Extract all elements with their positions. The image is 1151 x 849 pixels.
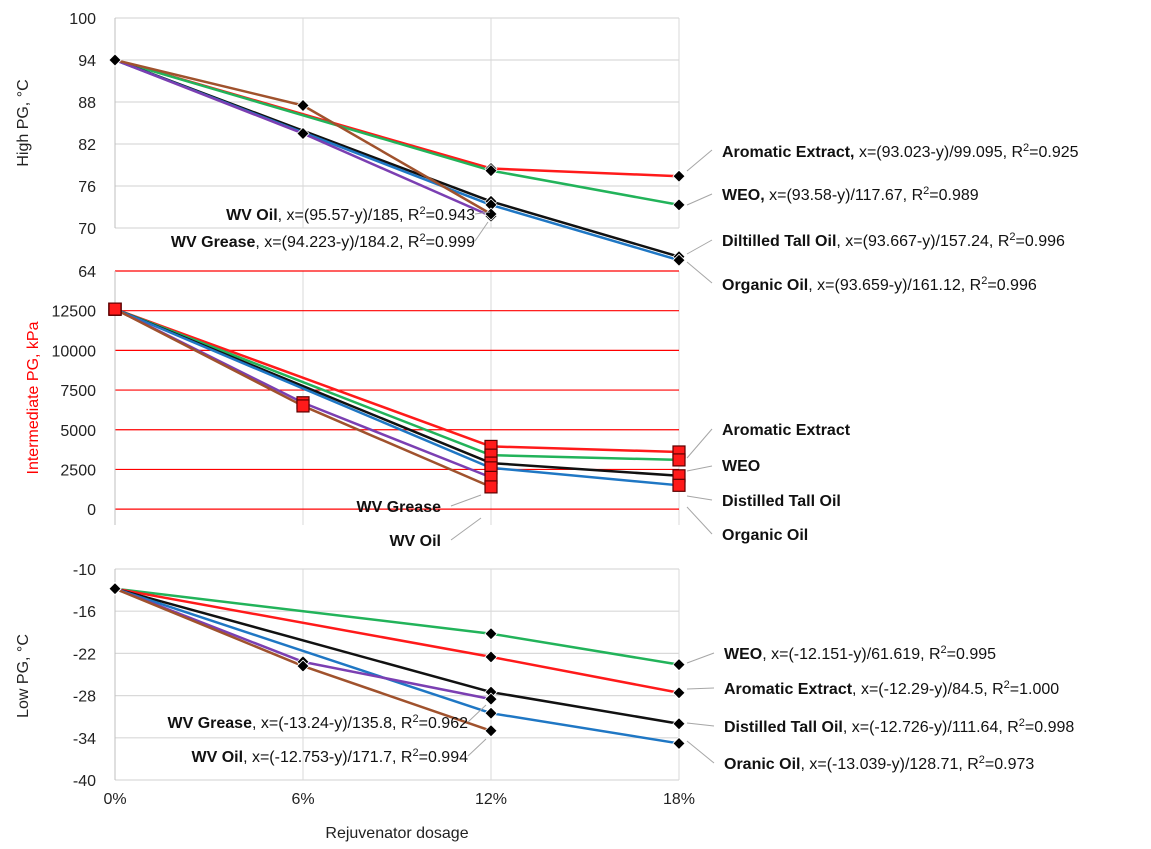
series-line-tall xyxy=(114,307,680,478)
y-axis-title: High PG, °C xyxy=(15,79,32,166)
y-axis-title: Intermediate PG, kPa xyxy=(25,321,42,474)
data-point-wvoil xyxy=(484,724,498,738)
annotation-label: WV Oil, x=(-12.753-y)/171.7, R2=0.994 xyxy=(192,747,469,766)
series-line-weo xyxy=(114,307,680,462)
annotation-leader xyxy=(686,687,715,690)
data-point-wvgrease xyxy=(108,53,122,67)
data-point-aromatic xyxy=(484,650,498,664)
y-tick-label: 12500 xyxy=(52,304,97,321)
data-point-weo xyxy=(484,164,498,178)
annotation-leader xyxy=(467,738,487,757)
data-point-weo xyxy=(484,627,498,641)
annotation-leader xyxy=(450,494,482,507)
y-axis-title: Low PG, °C xyxy=(15,634,32,718)
annotation-leader xyxy=(686,652,715,664)
annotation-leader xyxy=(686,722,715,727)
annotation-label: Aromatic Extract xyxy=(722,422,851,439)
y-tick-label: -10 xyxy=(73,562,96,579)
data-point-aromatic xyxy=(672,169,686,183)
series-line-aromatic xyxy=(114,587,680,695)
data-point-organic xyxy=(672,478,686,492)
data-point-organic xyxy=(672,736,686,750)
y-tick-label: 10000 xyxy=(52,343,97,360)
series-line-aromatic xyxy=(114,307,680,454)
panel-intermediate: 64 12500 10000 7500 5000 2500 0 Intermediate PG… xyxy=(25,264,851,550)
y-tick-label: 7500 xyxy=(60,383,96,400)
data-point-wvgrease xyxy=(484,692,498,706)
data-point-organic xyxy=(672,253,686,267)
panel-high: 100 94 88 82 76 70 High PG, °C Aromatic Extract… xyxy=(15,11,1079,294)
annotation-label: Aromatic Extract, x=(-12.29-y)/84.5, R2=… xyxy=(724,679,1059,698)
annotation-leader xyxy=(686,506,713,535)
y-tick-label: 70 xyxy=(78,221,96,238)
annotation-leader xyxy=(474,211,491,215)
data-point-weo xyxy=(672,658,686,672)
annotation-label: Aromatic Extract, x=(93.023-y)/99.095, R… xyxy=(722,142,1079,161)
y-tick-label: 94 xyxy=(78,53,96,70)
data-point-wvoil xyxy=(296,659,310,673)
data-point-wvoil xyxy=(296,126,310,141)
data-point-aromatic xyxy=(672,686,686,700)
data-point-wvgrease xyxy=(484,480,498,494)
annotation-leader xyxy=(686,149,713,172)
annotation-leader xyxy=(686,495,713,501)
y-tick-label: -34 xyxy=(73,731,96,748)
annotation-label: WV Grease, x=(-13.24-y)/135.8, R2=0.962 xyxy=(167,713,468,732)
x-tick-label: 12% xyxy=(475,791,507,808)
annotation-label: Organic Oil, x=(93.659-y)/161.12, R2=0.9… xyxy=(722,275,1037,294)
annotation-label: Diltilled Tall Oil, x=(93.667-y)/157.24,… xyxy=(722,231,1065,250)
y-tick-label: -28 xyxy=(73,689,96,706)
annotation-label: WV Grease, x=(94.223-y)/184.2, R2=0.999 xyxy=(171,232,475,251)
y-tick-label: -16 xyxy=(73,604,96,621)
y-tick-label: 76 xyxy=(78,179,96,196)
annotation-leader xyxy=(686,239,713,255)
annotation-label: WV Oil, x=(95.57-y)/185, R2=0.943 xyxy=(226,205,475,224)
panels-layer: 100 94 88 82 76 70 High PG, °C Aromatic Extract… xyxy=(15,11,1079,808)
annotation-label: WEO, x=(93.58-y)/117.67, R2=0.989 xyxy=(722,185,979,204)
x-axis-title: Rejuvenator dosage xyxy=(325,825,468,842)
annotation-leader xyxy=(450,517,482,541)
y-tick-label: 82 xyxy=(78,137,96,154)
annotation-label: Oranic Oil, x=(-13.039-y)/128.71, R2=0.9… xyxy=(724,754,1034,773)
y-tick-label: -22 xyxy=(73,646,96,663)
annotation-leader xyxy=(474,221,489,242)
data-point-wvoil xyxy=(108,582,122,596)
annotation-label: Organic Oil xyxy=(722,527,808,544)
annotation-label: Distilled Tall Oil, x=(-12.726-y)/111.64… xyxy=(724,717,1074,736)
y-tick-label: 100 xyxy=(69,11,96,28)
data-point-wvgrease xyxy=(296,98,310,113)
data-point-weo xyxy=(672,453,686,467)
y-tick-label: 0 xyxy=(87,502,96,519)
data-point-wvgrease xyxy=(108,302,122,316)
data-point-weo xyxy=(672,198,686,212)
annotation-label: WV Oil xyxy=(389,533,441,550)
annotation-leader xyxy=(686,193,713,206)
annotation-label: WEO, x=(-12.151-y)/61.619, R2=0.995 xyxy=(724,644,996,663)
annotation-label: WV Grease xyxy=(357,499,442,516)
x-tick-label: 18% xyxy=(663,791,695,808)
annotation-leader xyxy=(467,704,487,723)
y-tick-label: 88 xyxy=(78,95,96,112)
x-tick-label: 6% xyxy=(291,791,314,808)
data-point-tall xyxy=(672,717,686,731)
annotation-leader xyxy=(686,428,713,459)
y-tick-label: 5000 xyxy=(60,423,96,440)
annotation-label: WEO xyxy=(722,458,760,475)
y-tick-label: 64 xyxy=(78,264,96,281)
annotation-leader xyxy=(686,465,713,472)
panel-low: -10 -16 -22 -28 -34 -40 Low PG, °C WEO, x=(-12.… xyxy=(15,562,1074,790)
data-point-wvgrease xyxy=(296,399,310,413)
annotation-leader xyxy=(686,740,715,764)
annotation-label: Distilled Tall Oil xyxy=(722,493,841,510)
series-line-tall xyxy=(114,587,680,725)
data-point-organic xyxy=(484,706,498,720)
x-tick-label: 0% xyxy=(103,791,126,808)
y-tick-label: -40 xyxy=(73,773,96,790)
annotation-leader xyxy=(686,261,713,284)
y-tick-label: 2500 xyxy=(60,462,96,479)
